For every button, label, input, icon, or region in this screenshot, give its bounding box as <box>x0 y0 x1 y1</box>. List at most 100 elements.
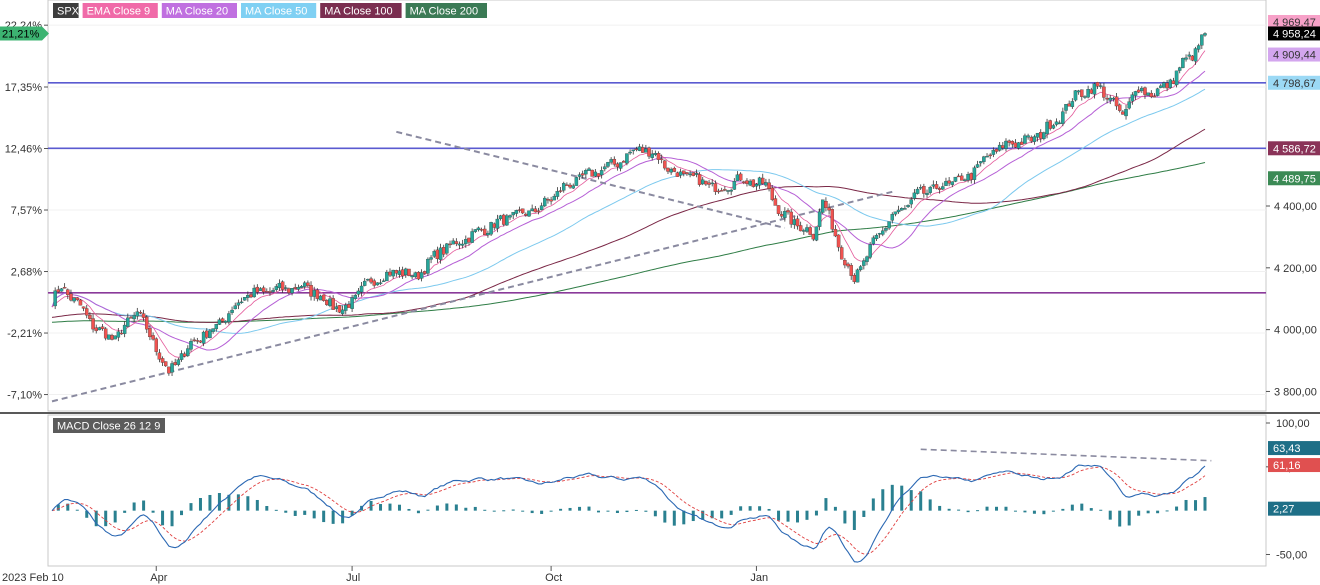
candle-body <box>1111 97 1116 100</box>
candle-body <box>590 169 594 177</box>
macd-line <box>51 464 1206 563</box>
macd-histogram-bar <box>236 494 240 511</box>
candle-body <box>91 318 95 330</box>
last-value-badge <box>1268 26 1320 41</box>
legend-entry: SPX <box>57 6 80 18</box>
candle-body <box>1162 82 1166 88</box>
percent-tick-label: 7,57% <box>11 205 42 217</box>
candle-body <box>593 171 598 177</box>
macd-histogram-bar <box>672 510 676 526</box>
candle-body <box>56 289 61 293</box>
macd-histogram-bar <box>161 510 165 526</box>
candle-body <box>975 164 980 168</box>
macd-histogram-bar <box>322 510 326 523</box>
macd-histogram-bar <box>805 510 809 520</box>
candle-body <box>950 181 955 185</box>
macd-histogram-bar <box>947 508 951 511</box>
candle-body <box>1165 82 1169 89</box>
candle-body <box>805 227 809 232</box>
candle-body <box>994 148 999 152</box>
macd-histogram-bar <box>919 491 923 511</box>
candle-body <box>1013 142 1018 148</box>
candle-body <box>682 170 686 174</box>
candle-body <box>1190 55 1195 61</box>
candle-body <box>546 199 550 201</box>
candle-body <box>157 352 162 360</box>
candle-body <box>107 334 111 340</box>
candle-body <box>918 187 923 189</box>
candle-body <box>1092 83 1097 95</box>
candle-body <box>707 182 711 185</box>
candle-body <box>1184 57 1188 60</box>
candle-body <box>789 211 793 225</box>
macd-histogram-bar <box>976 510 980 512</box>
macd-histogram-bar <box>331 510 335 524</box>
candle-body <box>138 312 143 314</box>
macd-histogram-bar <box>663 510 667 523</box>
candle-body <box>249 294 253 298</box>
candle-body <box>62 287 67 289</box>
candle-body <box>985 155 989 158</box>
candle-body <box>492 223 496 228</box>
macd-histogram-bar <box>568 507 572 511</box>
macd-histogram-bar <box>549 510 553 512</box>
candle-body <box>609 159 613 163</box>
candle-body <box>511 212 515 216</box>
candle-body <box>742 181 746 183</box>
macd-histogram-bar <box>890 484 894 511</box>
candle-body <box>925 193 929 195</box>
candle-body <box>255 286 260 293</box>
candle-body <box>982 156 986 162</box>
candle-body <box>675 172 680 177</box>
candle-body <box>625 153 629 164</box>
candle-body <box>745 180 749 184</box>
candle-body <box>189 341 193 350</box>
candle-body <box>814 226 819 241</box>
macd-histogram-bar <box>1032 510 1036 514</box>
candle-body <box>1070 101 1075 107</box>
macd-title-bg <box>53 418 165 433</box>
candle-body <box>909 199 913 205</box>
candle-body <box>170 363 174 373</box>
macd-histogram-bar <box>634 509 638 511</box>
candle-body <box>549 199 553 202</box>
macd-histogram-bar <box>1146 510 1150 514</box>
candle-body <box>713 183 718 192</box>
candle-body <box>953 176 958 182</box>
candle-body <box>328 298 332 307</box>
ma100-line <box>51 128 1206 323</box>
candle-body <box>173 362 177 366</box>
candle-body <box>849 265 853 276</box>
candle-body <box>246 294 250 298</box>
candle-body <box>735 174 740 181</box>
candle-body <box>903 208 907 210</box>
candle-body <box>637 146 642 151</box>
trendlines <box>51 130 893 403</box>
macd-histogram-bar <box>492 510 496 512</box>
candle-body <box>571 185 575 189</box>
macd-histogram-bar <box>1194 500 1198 511</box>
macd-histogram-bar <box>397 504 401 511</box>
macd-histogram-bar <box>824 498 828 511</box>
candle-body <box>685 172 689 175</box>
candle-body <box>441 247 446 255</box>
price-pane-frame <box>47 0 1267 412</box>
candle-body <box>568 184 572 188</box>
macd-lines <box>51 448 1212 563</box>
macd-histogram-bar <box>227 494 231 511</box>
candle-body <box>467 237 471 243</box>
candle-body <box>195 340 200 342</box>
macd-histogram-bar <box>938 505 942 511</box>
macd-histogram-bar <box>274 509 278 511</box>
legend-entry: EMA Close 9 <box>87 6 151 18</box>
candle-body <box>141 313 146 318</box>
macd-histogram-bar <box>1004 506 1008 511</box>
candle-body <box>410 275 414 278</box>
candle-body <box>587 168 591 171</box>
candle-body <box>672 167 677 172</box>
candle-body <box>1177 67 1182 71</box>
candle-body <box>160 358 165 363</box>
macd-histogram-bar <box>1184 499 1188 511</box>
candle-body <box>464 239 468 245</box>
macd-histogram-bar <box>625 510 629 513</box>
